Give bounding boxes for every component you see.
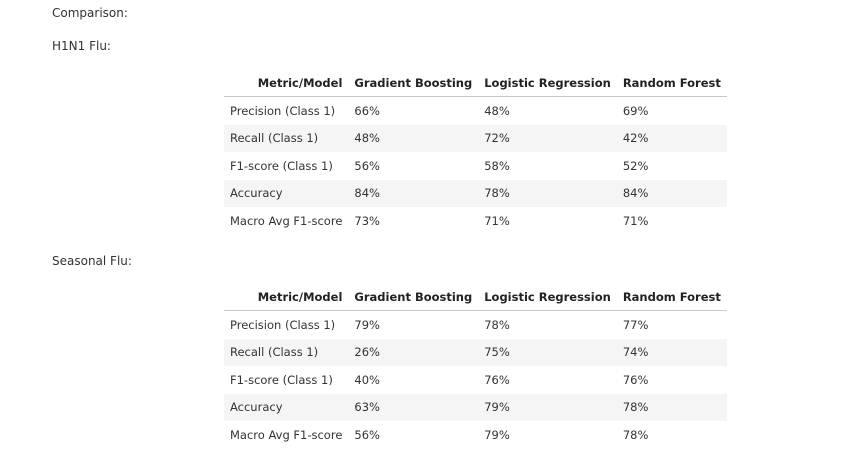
metric-cell: Precision (Class 1) (230, 103, 336, 118)
value-cell: 58% (484, 158, 510, 173)
metric-cell: F1-score (Class 1) (230, 158, 333, 173)
table-row: F1-score (Class 1) 40% 76% 76% (224, 366, 727, 394)
column-header: Gradient Boosting (348, 283, 479, 311)
table-row: F1-score (Class 1) 56% 58% 52% (224, 152, 727, 180)
value-cell: 56% (354, 427, 380, 442)
value-cell: 84% (616, 179, 727, 207)
comparison-heading: Comparison: (52, 6, 128, 20)
table-row: Recall (Class 1) 48% 72% 42% (224, 124, 727, 152)
table-row: Accuracy 63% 79% 78% (224, 393, 727, 421)
value-cell: 74% (616, 338, 727, 366)
metric-cell: Macro Avg F1-score (230, 427, 343, 442)
value-cell: 76% (484, 372, 510, 387)
column-header: Logistic Regression (478, 69, 617, 97)
value-cell: 78% (478, 179, 617, 207)
value-cell: 40% (354, 372, 380, 387)
value-cell: 48% (348, 124, 479, 152)
column-header: Random Forest (616, 69, 727, 97)
table-header-row: Metric/Model Gradient Boosting Logistic … (224, 69, 727, 97)
value-cell: 52% (622, 158, 649, 173)
table-row: Precision (Class 1) 79% 78% 77% (224, 311, 727, 339)
table-row: Macro Avg F1-score 56% 79% 78% (224, 421, 727, 449)
value-cell: 77% (622, 317, 649, 332)
value-cell: 66% (354, 103, 380, 118)
value-cell: 79% (354, 317, 380, 332)
value-cell: 79% (478, 393, 617, 421)
value-cell: 72% (478, 124, 617, 152)
value-cell: 56% (354, 158, 380, 173)
value-cell: 79% (484, 427, 510, 442)
column-header: Gradient Boosting (348, 69, 479, 97)
value-cell: 48% (484, 103, 510, 118)
value-cell: 42% (616, 124, 727, 152)
table-row: Accuracy 84% 78% 84% (224, 179, 727, 207)
column-header: Logistic Regression (478, 283, 617, 311)
metric-cell: F1-score (Class 1) (230, 372, 333, 387)
table-header-row: Metric/Model Gradient Boosting Logistic … (224, 283, 727, 311)
table-row: Precision (Class 1) 66% 48% 69% (224, 97, 727, 125)
value-cell: 69% (622, 103, 649, 118)
value-cell: 26% (348, 338, 479, 366)
value-cell: 75% (478, 338, 617, 366)
metric-cell: Recall (Class 1) (224, 338, 349, 366)
value-cell: 78% (616, 393, 727, 421)
value-cell: 84% (348, 179, 479, 207)
seasonal-results-table: Metric/Model Gradient Boosting Logistic … (224, 283, 727, 449)
column-header: Metric/Model (224, 283, 349, 311)
value-cell: 71% (622, 213, 649, 228)
value-cell: 71% (484, 213, 510, 228)
h1n1-results-table: Metric/Model Gradient Boosting Logistic … (224, 69, 727, 235)
metric-cell: Recall (Class 1) (224, 124, 349, 152)
metric-cell: Macro Avg F1-score (230, 213, 343, 228)
metric-cell: Precision (Class 1) (230, 317, 336, 332)
value-cell: 73% (354, 213, 380, 228)
seasonal-section-title: Seasonal Flu: (52, 254, 132, 268)
metric-cell: Accuracy (224, 179, 349, 207)
value-cell: 76% (622, 372, 649, 387)
column-header: Metric/Model (224, 69, 349, 97)
metric-cell: Accuracy (224, 393, 349, 421)
h1n1-section-title: H1N1 Flu: (52, 39, 111, 53)
value-cell: 63% (348, 393, 479, 421)
column-header: Random Forest (616, 283, 727, 311)
table-row: Recall (Class 1) 26% 75% 74% (224, 338, 727, 366)
value-cell: 78% (484, 317, 510, 332)
table-row: Macro Avg F1-score 73% 71% 71% (224, 207, 727, 235)
value-cell: 78% (622, 427, 649, 442)
